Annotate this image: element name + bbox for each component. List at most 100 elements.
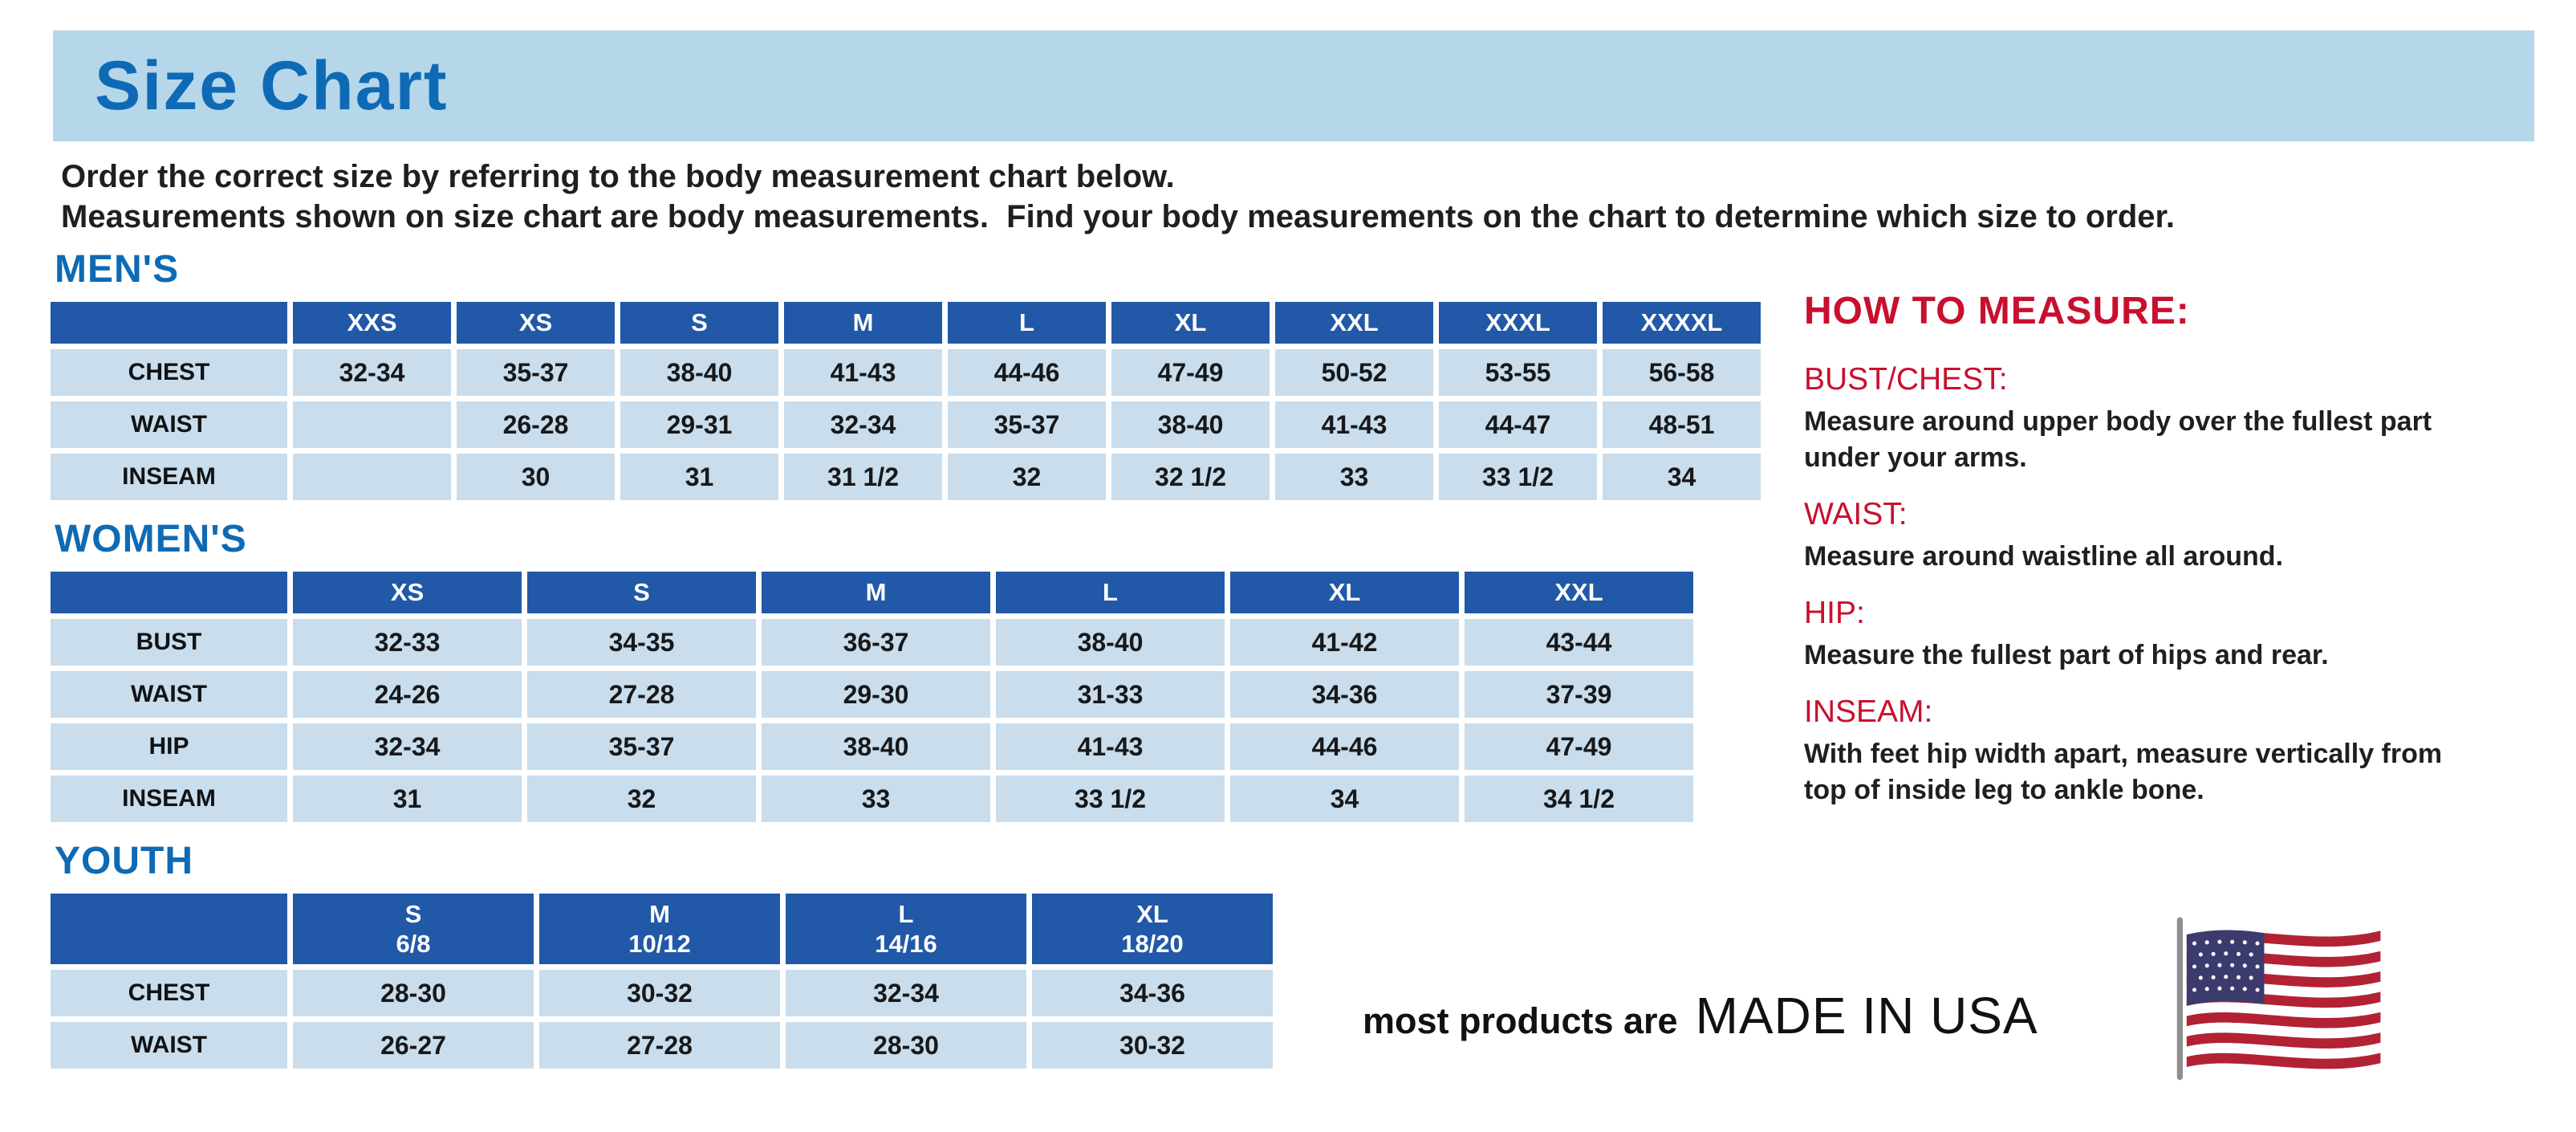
measurement-cell: 34-35 xyxy=(527,619,756,666)
how-to-measure-panel: HOW TO MEASURE: BUST/CHEST: Measure arou… xyxy=(1804,289,2470,808)
corner-cell xyxy=(51,894,287,964)
measurement-cell: 35-37 xyxy=(527,723,756,770)
measurement-cell: 34-36 xyxy=(1032,970,1273,1016)
table-row: INSEAM 30 31 31 1/2 32 32 1/2 33 33 1/2 34 xyxy=(51,454,1761,500)
measurement-cell: 27-28 xyxy=(527,671,756,718)
measurement-cell: 34 1/2 xyxy=(1465,776,1693,822)
table-row: WAIST 26-27 27-28 28-30 30-32 xyxy=(51,1022,1273,1069)
measure-label: INSEAM: xyxy=(1804,694,1933,729)
size-column-header: M xyxy=(762,572,990,613)
row-label: CHEST xyxy=(51,349,287,396)
measurement-cell: 32 1/2 xyxy=(1111,454,1270,500)
size-column-header: XXS xyxy=(293,302,451,344)
size-column-header: XL xyxy=(1230,572,1459,613)
measurement-cell: 33 xyxy=(1275,454,1433,500)
measurement-cell: 35-37 xyxy=(948,401,1106,448)
measurement-cell: 31-33 xyxy=(996,671,1225,718)
measure-label: HIP: xyxy=(1804,596,1865,630)
size-column-header: M 10/12 xyxy=(539,894,780,964)
measurement-cell: 33 1/2 xyxy=(996,776,1225,822)
measurement-cell: 34-36 xyxy=(1230,671,1459,718)
measurement-cell: 31 xyxy=(293,776,522,822)
measurement-cell: 34 xyxy=(1603,454,1761,500)
size-column-header: XXXXL xyxy=(1603,302,1761,344)
measurement-cell: 44-46 xyxy=(948,349,1106,396)
made-in-usa-text: MADE IN USA xyxy=(1695,987,2038,1044)
measurement-cell: 31 1/2 xyxy=(784,454,942,500)
measurement-cell: 38-40 xyxy=(762,723,990,770)
measurement-cell: 29-31 xyxy=(620,401,778,448)
size-column-header: XL 18/20 xyxy=(1032,894,1273,964)
size-column-header: L xyxy=(948,302,1106,344)
measurement-cell: 29-30 xyxy=(762,671,990,718)
measurement-cell: 28-30 xyxy=(786,1022,1026,1069)
measurement-cell: 32 xyxy=(527,776,756,822)
measurement-cell: 33 1/2 xyxy=(1439,454,1597,500)
measurement-cell: 32-34 xyxy=(293,349,451,396)
size-column-header: XL xyxy=(1111,302,1270,344)
measurement-cell: 32-34 xyxy=(784,401,942,448)
measurement-cell: 32 xyxy=(948,454,1106,500)
measurement-cell: 38-40 xyxy=(1111,401,1270,448)
row-label: WAIST xyxy=(51,1022,287,1069)
corner-cell xyxy=(51,572,287,613)
size-column-header: XS xyxy=(293,572,522,613)
measurement-cell xyxy=(293,454,451,500)
size-column-header: XXL xyxy=(1465,572,1693,613)
measure-text: With feet hip width apart, measure verti… xyxy=(1804,739,2443,805)
how-to-measure-title: HOW TO MEASURE: xyxy=(1804,290,2190,332)
measurement-cell: 30-32 xyxy=(539,970,780,1016)
measure-item-hip: HIP: Measure the fullest part of hips an… xyxy=(1804,596,2470,674)
measurement-cell: 47-49 xyxy=(1465,723,1693,770)
measurement-cell: 38-40 xyxy=(996,619,1225,666)
section-title-youth: YOUTH xyxy=(55,840,193,882)
measure-label: BUST/CHEST: xyxy=(1804,362,2008,397)
measurement-cell: 26-28 xyxy=(457,401,615,448)
table-row: CHEST 28-30 30-32 32-34 34-36 xyxy=(51,970,1273,1016)
measurement-cell: 38-40 xyxy=(620,349,778,396)
measurement-cell: 50-52 xyxy=(1275,349,1433,396)
row-label: WAIST xyxy=(51,401,287,448)
row-label: CHEST xyxy=(51,970,287,1016)
mens-size-table: XXS XS S M L XL XXL XXXL XXXXL CHEST 32-34 35-37 38-… xyxy=(45,296,1766,506)
measurement-cell: 24-26 xyxy=(293,671,522,718)
size-column-header: L 14/16 xyxy=(786,894,1026,964)
measurement-cell: 44-46 xyxy=(1230,723,1459,770)
measure-text: Measure around waistline all around. xyxy=(1804,541,2284,572)
measurement-cell: 36-37 xyxy=(762,619,990,666)
measurement-cell: 35-37 xyxy=(457,349,615,396)
measurement-cell xyxy=(293,401,451,448)
row-label: WAIST xyxy=(51,671,287,718)
row-label: INSEAM xyxy=(51,776,287,822)
table-row: WAIST 26-28 29-31 32-34 35-37 38-40 41-43 44-47… xyxy=(51,401,1761,448)
size-column-header: M xyxy=(784,302,942,344)
measure-label: WAIST: xyxy=(1804,497,1908,531)
measure-item-waist: WAIST: Measure around waistline all arou… xyxy=(1804,497,2470,575)
corner-cell xyxy=(51,302,287,344)
header-row: S 6/8 M 10/12 L 14/16 XL 18/20 xyxy=(51,894,1273,964)
measurement-cell: 44-47 xyxy=(1439,401,1597,448)
size-tables-section: MEN'S XXS XS S M L XL XXL XXXL XXXXL CHEST 32-34 35… xyxy=(45,247,1786,1074)
table-row: WAIST 24-26 27-28 29-30 31-33 34-36 37-39 xyxy=(51,671,1693,718)
measurement-cell: 41-42 xyxy=(1230,619,1459,666)
measurement-cell: 41-43 xyxy=(784,349,942,396)
page-title: Size Chart xyxy=(95,47,449,124)
size-column-header: S xyxy=(527,572,756,613)
flag-canton xyxy=(2186,930,2265,1006)
header-band: Size Chart xyxy=(53,31,2534,141)
flag-cloth xyxy=(2186,930,2381,1069)
row-label: BUST xyxy=(51,619,287,666)
header-row: XS S M L XL XXL xyxy=(51,572,1693,613)
measurement-cell: 32-34 xyxy=(786,970,1026,1016)
measurement-cell: 31 xyxy=(620,454,778,500)
measurement-cell: 28-30 xyxy=(293,970,534,1016)
size-column-header: S xyxy=(620,302,778,344)
flag-pole xyxy=(2176,917,2184,1081)
intro-line-1: Order the correct size by referring to t… xyxy=(61,159,1175,194)
measure-item-bust-chest: BUST/CHEST: Measure around upper body ov… xyxy=(1804,362,2470,476)
womens-size-table: XS S M L XL XXL BUST 32-33 34-35 36-37 38-40 41-42 4… xyxy=(45,566,1699,828)
us-flag-icon xyxy=(2176,917,2381,1081)
measurement-cell: 30 xyxy=(457,454,615,500)
measurement-cell: 37-39 xyxy=(1465,671,1693,718)
size-column-header: L xyxy=(996,572,1225,613)
